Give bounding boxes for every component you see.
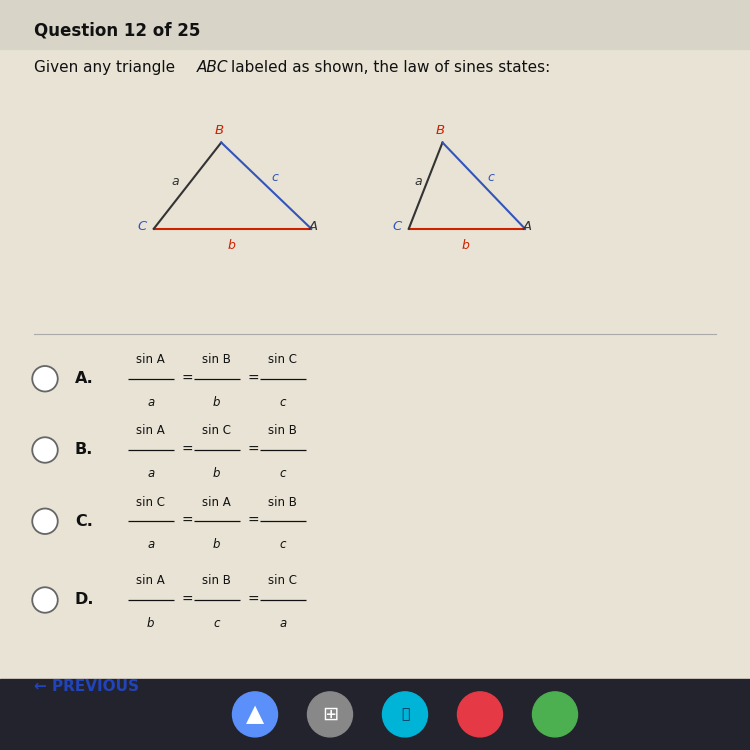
Text: b: b — [213, 467, 220, 480]
Text: C.: C. — [75, 514, 93, 529]
Text: ABC: ABC — [196, 60, 228, 75]
Text: D.: D. — [75, 592, 94, 608]
Text: sin C: sin C — [268, 574, 297, 587]
Circle shape — [32, 587, 58, 613]
Text: sin B: sin B — [202, 574, 231, 587]
Text: sin A: sin A — [136, 424, 165, 437]
Text: sin C: sin C — [268, 353, 297, 366]
Text: =: = — [248, 593, 259, 607]
Text: sin C: sin C — [136, 496, 165, 508]
Text: ⬛: ⬛ — [400, 707, 410, 722]
Text: ← PREVIOUS: ← PREVIOUS — [34, 679, 139, 694]
Text: C: C — [393, 220, 402, 233]
Text: =: = — [248, 514, 259, 528]
Text: c: c — [488, 171, 495, 184]
Text: b: b — [213, 538, 220, 551]
Text: sin B: sin B — [202, 353, 231, 366]
Text: sin A: sin A — [136, 574, 165, 587]
Circle shape — [32, 437, 58, 463]
Text: c: c — [280, 538, 286, 551]
Text: a: a — [279, 617, 286, 630]
Circle shape — [32, 509, 58, 534]
Text: =: = — [248, 372, 259, 386]
Text: Given any triangle: Given any triangle — [34, 60, 180, 75]
Text: c: c — [280, 467, 286, 480]
Text: sin A: sin A — [202, 496, 231, 508]
Text: b: b — [227, 239, 235, 253]
Text: c: c — [272, 171, 279, 184]
Text: a: a — [147, 467, 154, 480]
Text: c: c — [280, 396, 286, 409]
Text: b: b — [213, 396, 220, 409]
Text: sin B: sin B — [268, 496, 297, 508]
Text: =: = — [182, 514, 194, 528]
Text: =: = — [248, 443, 259, 457]
Text: =: = — [182, 593, 194, 607]
Text: =: = — [182, 443, 194, 457]
Text: ⊞: ⊞ — [322, 705, 338, 724]
Circle shape — [308, 692, 352, 736]
Text: a: a — [147, 396, 154, 409]
Bar — [0, 679, 750, 750]
Text: B.: B. — [75, 442, 93, 458]
Text: ▲: ▲ — [246, 702, 264, 726]
Text: b: b — [147, 617, 154, 630]
Text: B: B — [436, 124, 445, 137]
Circle shape — [232, 692, 278, 736]
Text: Question 12 of 25: Question 12 of 25 — [34, 21, 200, 39]
Text: sin A: sin A — [136, 353, 165, 366]
Text: A: A — [309, 220, 318, 233]
Text: a: a — [415, 175, 422, 188]
Text: b: b — [461, 239, 469, 253]
Text: a: a — [172, 175, 179, 188]
Text: A.: A. — [75, 371, 94, 386]
Text: B: B — [214, 124, 223, 137]
Text: =: = — [182, 372, 194, 386]
Circle shape — [382, 692, 427, 736]
Text: a: a — [147, 538, 154, 551]
Text: sin B: sin B — [268, 424, 297, 437]
Text: labeled as shown, the law of sines states:: labeled as shown, the law of sines state… — [231, 60, 550, 75]
Text: C: C — [138, 220, 147, 233]
Circle shape — [458, 692, 503, 736]
Circle shape — [532, 692, 578, 736]
Bar — [0, 0, 750, 49]
Text: sin C: sin C — [202, 424, 231, 437]
Circle shape — [32, 366, 58, 392]
Text: c: c — [214, 617, 220, 630]
Text: A: A — [523, 220, 532, 233]
